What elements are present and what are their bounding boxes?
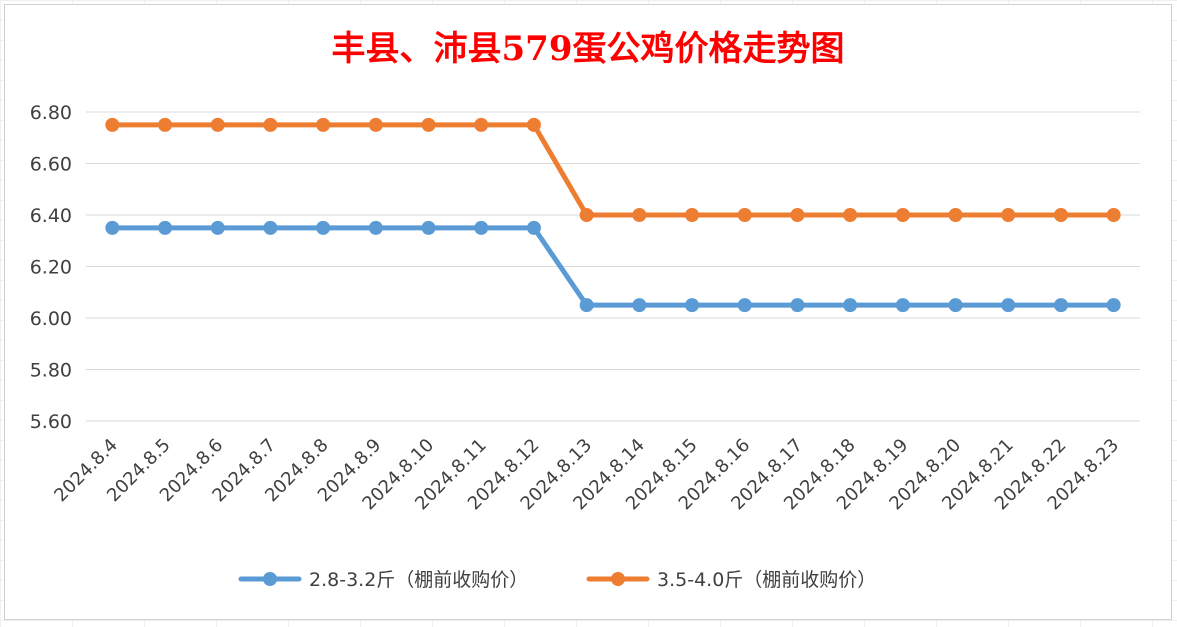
legend-label: 2.8-3.2斤（棚前收购价）	[309, 569, 528, 591]
chart-area[interactable]	[4, 4, 1172, 620]
series-2-point[interactable]	[263, 117, 278, 132]
series-2-line	[109, 122, 1117, 218]
gridlines	[86, 111, 1140, 422]
series-2-point[interactable]	[579, 208, 594, 222]
y-tick-label: 5.80	[30, 360, 72, 382]
series-1-point[interactable]	[158, 220, 173, 235]
series-2-point[interactable]	[790, 208, 805, 222]
y-axis-ticks: 6.80 6.60 6.40 6.20 6.00 5.80 5.60	[30, 102, 72, 433]
series-lines	[105, 117, 1121, 313]
y-tick-label: 6.80	[30, 102, 72, 124]
y-tick-label: 6.00	[30, 308, 72, 330]
series-1-point[interactable]	[105, 220, 120, 235]
series-1-point[interactable]	[263, 220, 278, 235]
legend-marker	[263, 572, 277, 586]
series-1-point[interactable]	[316, 220, 331, 235]
series-2-point[interactable]	[1106, 208, 1121, 222]
series-1-point[interactable]	[948, 298, 963, 313]
y-tick-label: 6.20	[30, 257, 72, 279]
legend-item-1[interactable]: 2.8-3.2斤（棚前收购价）	[238, 569, 528, 591]
series-1-point[interactable]	[1106, 298, 1121, 313]
series-1-line	[109, 225, 1117, 308]
series-1-point[interactable]	[790, 298, 805, 313]
series-2-point[interactable]	[316, 117, 331, 132]
series-1-point[interactable]	[368, 220, 383, 235]
series-2-point[interactable]	[474, 117, 489, 132]
series-2-point[interactable]	[895, 208, 910, 222]
series-2-point[interactable]	[368, 117, 383, 132]
series-1-point[interactable]	[210, 220, 225, 235]
series-1-point[interactable]	[421, 220, 436, 235]
y-tick-label: 5.60	[30, 411, 72, 433]
series-2-point[interactable]	[632, 208, 647, 222]
legend-marker	[611, 572, 625, 586]
series-2-point[interactable]	[421, 117, 436, 132]
series-1-point[interactable]	[737, 298, 752, 313]
series-1-point[interactable]	[474, 220, 489, 235]
series-1-point[interactable]	[1053, 298, 1068, 313]
series-1-point[interactable]	[1001, 298, 1016, 313]
series-1-point[interactable]	[685, 298, 700, 313]
series-2-point[interactable]	[1053, 208, 1068, 222]
series-2-point[interactable]	[210, 117, 225, 132]
series-1-point[interactable]	[895, 298, 910, 313]
series-2-point[interactable]	[737, 208, 752, 222]
series-2-point[interactable]	[685, 208, 700, 222]
x-axis-ticks: 2024.8.42024.8.52024.8.62024.8.72024.8.8…	[50, 435, 1123, 515]
legend-item-2[interactable]: 3.5-4.0斤（棚前收购价）	[586, 569, 876, 591]
series-1-point[interactable]	[526, 220, 541, 235]
chart-title: 丰县、沛县579蛋公鸡价格走势图	[332, 29, 845, 69]
series-2-point[interactable]	[948, 208, 963, 222]
series-2-point[interactable]	[526, 117, 541, 132]
legend[interactable]: 2.8-3.2斤（棚前收购价） 3.5-4.0斤（棚前收购价）	[238, 569, 876, 591]
series-1-point[interactable]	[579, 298, 594, 313]
y-tick-label: 6.40	[30, 205, 72, 227]
series-2-point[interactable]	[105, 117, 120, 132]
series-2-point[interactable]	[843, 208, 858, 222]
series-1-point[interactable]	[632, 298, 647, 313]
legend-label: 3.5-4.0斤（棚前收购价）	[657, 569, 876, 591]
series-2-point[interactable]	[158, 117, 173, 132]
y-tick-label: 6.60	[30, 154, 72, 176]
series-1-point[interactable]	[843, 298, 858, 313]
series-2-point[interactable]	[1001, 208, 1016, 222]
